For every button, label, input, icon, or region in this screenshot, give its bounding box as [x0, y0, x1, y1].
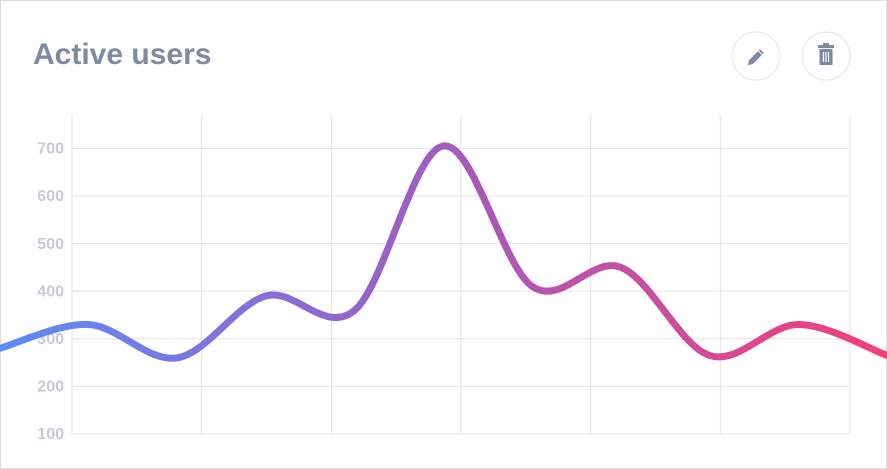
y-tick-label: 400	[37, 283, 64, 300]
data-line	[0, 142, 887, 362]
vertical-grid	[71, 115, 851, 434]
y-tick-label: 600	[37, 188, 64, 205]
y-tick-label: 200	[37, 379, 64, 396]
edit-button[interactable]	[731, 31, 781, 81]
trash-lid	[818, 45, 834, 48]
pencil-icon	[746, 47, 766, 67]
y-tick-label: 500	[37, 236, 64, 253]
trash-stripes	[822, 52, 830, 62]
delete-button[interactable]	[801, 31, 851, 81]
y-tick-label: 700	[37, 141, 64, 158]
y-tick-label: 100	[37, 426, 64, 443]
chart-title: Active users	[33, 38, 211, 71]
trash-handle	[823, 43, 829, 45]
